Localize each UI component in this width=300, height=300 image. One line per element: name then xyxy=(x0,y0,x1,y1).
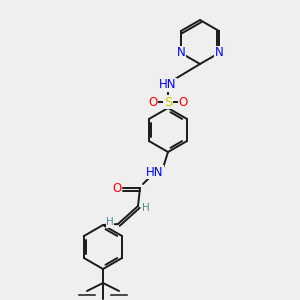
Text: S: S xyxy=(164,95,172,109)
Text: H: H xyxy=(142,203,150,213)
Text: HN: HN xyxy=(159,79,177,92)
Text: N: N xyxy=(177,46,185,59)
Text: O: O xyxy=(112,182,122,194)
Text: O: O xyxy=(178,95,188,109)
Text: O: O xyxy=(148,95,158,109)
Text: H: H xyxy=(106,217,114,227)
Text: N: N xyxy=(215,46,224,59)
Text: HN: HN xyxy=(146,166,164,178)
